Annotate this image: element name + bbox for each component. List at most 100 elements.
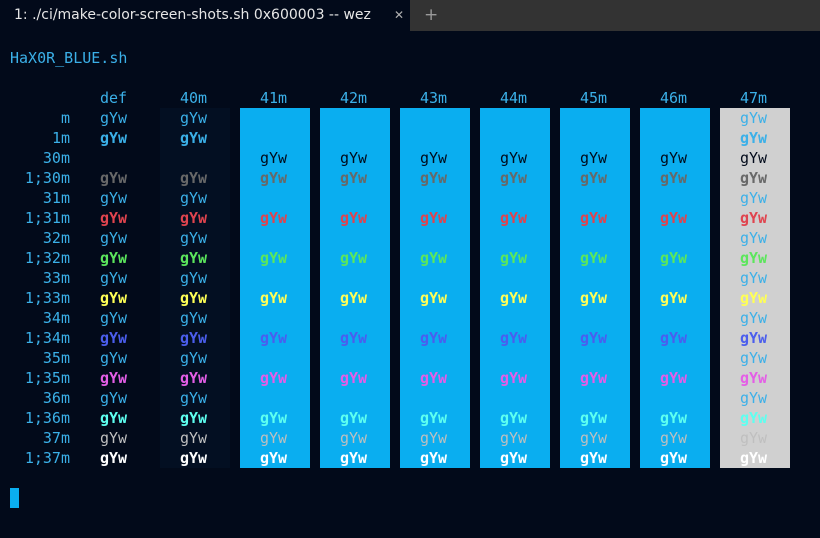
tab-bar: 1: ./ci/make-color-screen-shots.sh 0x600… [0, 0, 820, 31]
sample-cell: gYw [420, 289, 448, 307]
column-header-47m: 47m [740, 89, 768, 107]
sample-cell: gYw [580, 149, 608, 167]
sample-cell: gYw [500, 369, 528, 387]
sample-cell: gYw [180, 429, 208, 447]
terminal-pane[interactable]: HaX0R_BLUE.sh def 40m 41m 42m 43m 44m 45m 46m 47… [0, 31, 820, 538]
sample-cell: gYw [420, 169, 448, 187]
column-header-41m: 41m [260, 89, 288, 107]
sample-cell: gYw [100, 269, 128, 287]
sample-cell: gYw [740, 449, 768, 467]
column-header-44m: 44m [500, 89, 528, 107]
sample-cell: gYw [580, 289, 608, 307]
tab-title: 1: ./ci/make-color-screen-shots.sh 0x600… [14, 7, 371, 23]
sample-cell: gYw [180, 409, 208, 427]
sample-cell: gYw [100, 309, 128, 327]
sample-cell: gYw [340, 209, 368, 227]
sample-cell: gYw [740, 129, 768, 147]
sample-cell: gYw [740, 309, 768, 327]
sample-cell: gYw [340, 369, 368, 387]
sample-cell: gYw [260, 329, 288, 347]
row-label-33m: 33m [42, 269, 70, 287]
sample-cell: gYw [100, 349, 128, 367]
new-tab-button[interactable]: + [424, 5, 439, 25]
sample-cell: gYw [260, 289, 288, 307]
sample-cell: gYw [260, 149, 288, 167]
column-header-def: def [100, 89, 128, 107]
sample-cell: gYw [660, 449, 688, 467]
sample-cell: gYw [180, 189, 208, 207]
sample-cell: gYw [100, 289, 128, 307]
sample-cell: gYw [100, 249, 128, 267]
sample-cell: gYw [100, 109, 128, 127]
bg-column-41m [240, 108, 310, 468]
bg-column-42m [320, 108, 390, 468]
sample-cell: gYw [580, 449, 608, 467]
row-label-31m: 31m [42, 189, 70, 207]
sample-cell: gYw [500, 409, 528, 427]
sample-cell: gYw [260, 429, 288, 447]
row-label-m: m [60, 109, 70, 127]
sample-cell: gYw [180, 449, 208, 467]
sample-cell: gYw [500, 169, 528, 187]
sample-cell: gYw [740, 289, 768, 307]
row-label-32m: 32m [42, 229, 70, 247]
sample-cell: gYw [100, 449, 128, 467]
close-icon[interactable]: ✕ [394, 8, 405, 22]
bg-column-40m [160, 108, 230, 468]
sample-cell: gYw [580, 249, 608, 267]
sample-cell: gYw [500, 449, 528, 467]
sample-cell: gYw [180, 349, 208, 367]
sample-cell: gYw [660, 249, 688, 267]
tab-active[interactable]: 1: ./ci/make-color-screen-shots.sh 0x600… [0, 0, 410, 31]
sample-cell: gYw [740, 329, 768, 347]
row-label-1;32m: 1;32m [24, 249, 70, 267]
sample-cell: gYw [580, 369, 608, 387]
sample-cell: gYw [100, 429, 128, 447]
sample-cell: gYw [420, 409, 448, 427]
sample-cell: gYw [100, 189, 128, 207]
sample-cell: gYw [340, 249, 368, 267]
sample-cell: gYw [500, 429, 528, 447]
sample-cell: gYw [500, 329, 528, 347]
bg-column-45m [560, 108, 630, 468]
sample-cell: gYw [660, 209, 688, 227]
sample-cell: gYw [100, 209, 128, 227]
sample-cell: gYw [660, 429, 688, 447]
sample-cell: gYw [660, 369, 688, 387]
bg-column-46m [640, 108, 710, 468]
sample-cell: gYw [100, 169, 128, 187]
row-label-1;36m: 1;36m [24, 409, 70, 427]
sample-cell: gYw [340, 329, 368, 347]
row-label-1;31m: 1;31m [24, 209, 70, 227]
row-label-1;33m: 1;33m [24, 289, 70, 307]
sample-cell: gYw [180, 109, 208, 127]
row-label-30m: 30m [42, 149, 70, 167]
sample-cell: gYw [580, 329, 608, 347]
bg-column-43m [400, 108, 470, 468]
sample-cell: gYw [740, 409, 768, 427]
sample-cell: gYw [180, 169, 208, 187]
sample-cell: gYw [580, 169, 608, 187]
sample-cell: gYw [740, 249, 768, 267]
sample-cell: gYw [340, 409, 368, 427]
row-label-1;35m: 1;35m [24, 369, 70, 387]
sample-cell: gYw [180, 209, 208, 227]
sample-cell: gYw [100, 329, 128, 347]
sample-cell: gYw [740, 189, 768, 207]
sample-cell: gYw [180, 129, 208, 147]
sample-cell: gYw [660, 289, 688, 307]
sample-cell: gYw [420, 449, 448, 467]
sample-cell: gYw [740, 369, 768, 387]
sample-cell: gYw [260, 449, 288, 467]
sample-cell: gYw [180, 329, 208, 347]
row-label-35m: 35m [42, 349, 70, 367]
column-header-46m: 46m [660, 89, 688, 107]
sample-cell: gYw [500, 209, 528, 227]
sample-cell: gYw [260, 369, 288, 387]
sample-cell: gYw [260, 169, 288, 187]
bg-column-44m [480, 108, 550, 468]
sample-cell: gYw [100, 389, 128, 407]
sample-cell: gYw [340, 449, 368, 467]
sample-cell: gYw [500, 249, 528, 267]
sample-cell: gYw [740, 109, 768, 127]
